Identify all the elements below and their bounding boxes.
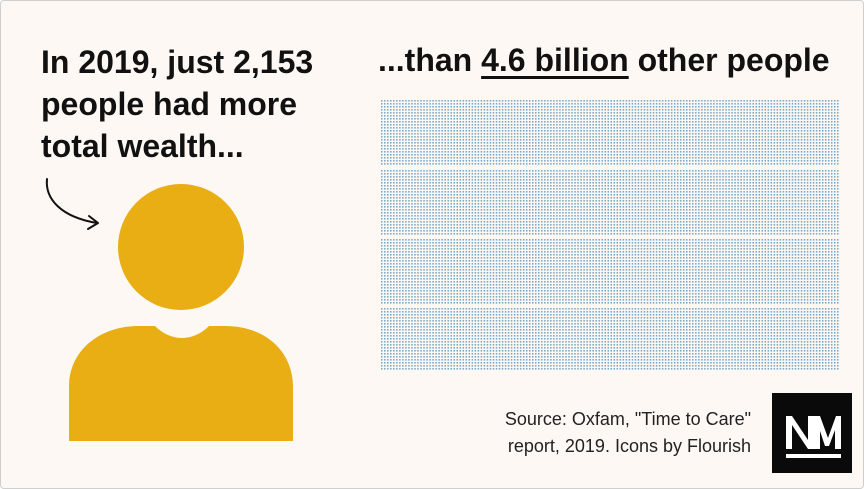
dot-block-3 [381,239,839,304]
dot-block-4 [381,308,839,370]
person-body [69,326,293,441]
headline-right-highlight: 4.6 billion [481,42,629,78]
source-line-1: Source: Oxfam, "Time to Care" [504,409,751,429]
dot-block-2 [381,170,839,235]
person-head [118,184,244,310]
person-icon [69,184,293,441]
source-note: Source: Oxfam, "Time to Care" report, 20… [421,406,751,460]
headline-right-suffix: other people [628,42,830,78]
headline-right: ...than 4.6 billion other people [378,39,858,81]
headline-left: In 2019, just 2,153 people had more tota… [41,44,314,164]
source-line-2: report, 2019. Icons by Flourish [507,436,751,456]
curved-arrow-icon [45,178,99,230]
population-dot-grid [381,100,839,370]
headline-right-prefix: ...than [378,42,482,78]
publisher-logo [772,393,852,473]
dot-block-1 [381,100,839,165]
